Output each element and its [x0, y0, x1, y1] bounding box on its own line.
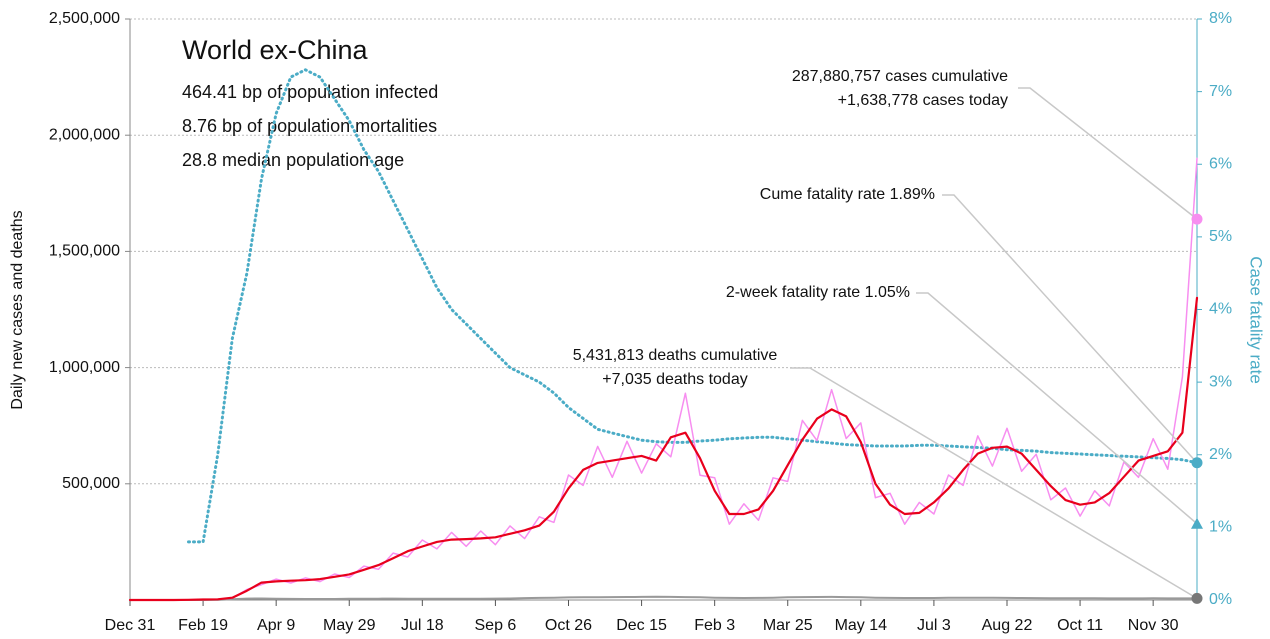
y2-tick-label: 4%	[1209, 301, 1232, 318]
y-tick-label: 500,000	[62, 475, 120, 492]
annotation-text: Cume fatality rate 1.89%	[760, 186, 935, 203]
marker	[1191, 517, 1203, 529]
x-tick-label: Dec 15	[616, 617, 667, 634]
x-tick-label: Oct 26	[545, 617, 592, 634]
y-axis-label: Daily new cases and deaths	[9, 210, 26, 409]
y2-tick-label: 0%	[1209, 591, 1232, 608]
y2-tick-label: 7%	[1209, 83, 1232, 100]
annotation-text: +1,638,778 cases today	[838, 92, 1008, 109]
x-tick-label: Feb 3	[694, 617, 735, 634]
x-tick-label: Feb 19	[178, 617, 228, 634]
annotation-text: +7,035 deaths today	[602, 371, 747, 388]
x-tick-label: Nov 30	[1128, 617, 1179, 634]
y2-tick-label: 3%	[1209, 373, 1232, 390]
y-tick-label: 1,500,000	[49, 243, 120, 260]
x-tick-label: Sep 6	[475, 617, 517, 634]
series-line	[129, 595, 1198, 601]
annotation-text: 2-week fatality rate 1.05%	[726, 284, 910, 301]
leader-line	[942, 194, 1198, 464]
leader-line	[1018, 87, 1198, 220]
y-tick-label: 2,000,000	[49, 126, 120, 143]
leader-line	[916, 292, 1198, 525]
x-tick-label: Apr 9	[257, 617, 295, 634]
y2-tick-label: 2%	[1209, 446, 1232, 463]
subtitle: 464.41 bp of population infected	[182, 82, 438, 102]
marker	[1191, 213, 1203, 225]
x-tick-label: Oct 11	[1057, 617, 1103, 634]
series-line	[187, 68, 1199, 544]
y2-tick-label: 1%	[1209, 519, 1232, 536]
series-line	[128, 296, 1199, 602]
annotation-text: 5,431,813 deaths cumulative	[573, 347, 778, 364]
x-tick-label: Dec 31	[105, 617, 156, 634]
x-tick-label: Jul 3	[917, 617, 951, 634]
subtitle: 8.76 bp of population mortalities	[182, 116, 437, 136]
x-tick-label: May 14	[835, 617, 888, 634]
y2-axis-label: Case fatality rate	[1247, 256, 1266, 384]
y-tick-label: 1,000,000	[49, 359, 120, 376]
chart-title: World ex-China	[182, 35, 369, 65]
subtitle: 28.8 median population age	[182, 150, 404, 170]
x-tick-label: Mar 25	[763, 617, 813, 634]
y2-tick-label: 5%	[1209, 228, 1232, 245]
annotation-text: 287,880,757 cases cumulative	[792, 68, 1008, 85]
y-tick-label: 2,500,000	[49, 10, 120, 27]
marker	[1191, 457, 1203, 469]
y2-tick-label: 6%	[1209, 155, 1232, 172]
leader-line	[790, 367, 1198, 600]
x-tick-label: Jul 18	[401, 617, 444, 634]
x-tick-label: May 29	[323, 617, 376, 634]
x-tick-label: Aug 22	[982, 617, 1033, 634]
y2-tick-label: 8%	[1209, 10, 1232, 27]
marker	[1191, 592, 1203, 604]
